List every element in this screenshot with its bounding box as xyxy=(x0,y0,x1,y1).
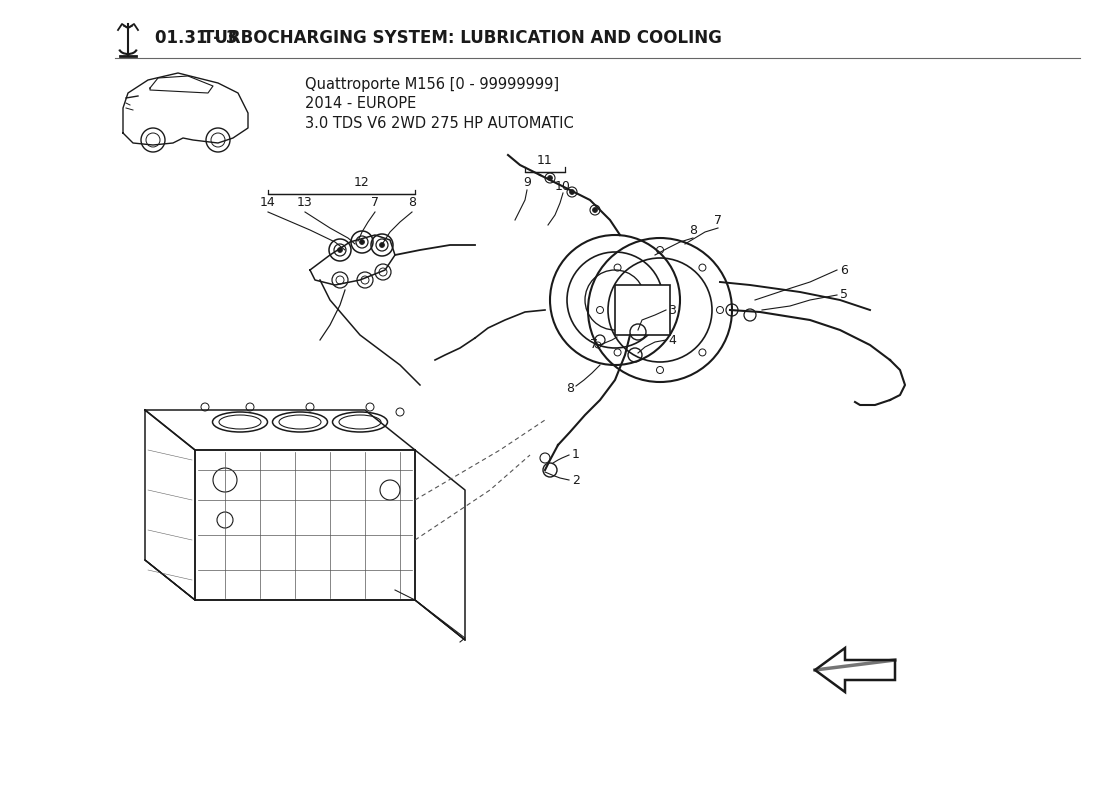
Text: 8: 8 xyxy=(689,223,697,237)
Text: 3: 3 xyxy=(668,303,675,317)
Text: 3.0 TDS V6 2WD 275 HP AUTOMATIC: 3.0 TDS V6 2WD 275 HP AUTOMATIC xyxy=(305,115,574,130)
Text: 9: 9 xyxy=(524,175,531,189)
Text: 2: 2 xyxy=(572,474,580,486)
Text: 12: 12 xyxy=(354,175,370,189)
Text: 6: 6 xyxy=(840,263,848,277)
Text: 13: 13 xyxy=(297,197,312,210)
Circle shape xyxy=(338,247,342,253)
Text: 7: 7 xyxy=(590,338,598,351)
Circle shape xyxy=(593,207,597,213)
Text: Quattroporte M156 [0 - 99999999]: Quattroporte M156 [0 - 99999999] xyxy=(305,78,559,93)
Text: 2014 - EUROPE: 2014 - EUROPE xyxy=(305,97,416,111)
Text: 14: 14 xyxy=(260,197,276,210)
Text: 1: 1 xyxy=(572,449,580,462)
Text: 7: 7 xyxy=(714,214,722,226)
Circle shape xyxy=(379,242,385,247)
Text: 4: 4 xyxy=(668,334,675,346)
Text: 10: 10 xyxy=(556,179,571,193)
Text: 8: 8 xyxy=(408,197,416,210)
Circle shape xyxy=(548,175,552,181)
Circle shape xyxy=(570,190,574,194)
Text: 8: 8 xyxy=(566,382,574,394)
Text: TURBOCHARGING SYSTEM: LUBRICATION AND COOLING: TURBOCHARGING SYSTEM: LUBRICATION AND CO… xyxy=(204,29,722,47)
Text: 5: 5 xyxy=(840,289,848,302)
Circle shape xyxy=(360,239,364,245)
Text: 01.31 - 3: 01.31 - 3 xyxy=(155,29,243,47)
Text: 11: 11 xyxy=(537,154,553,166)
Text: 7: 7 xyxy=(371,197,380,210)
FancyBboxPatch shape xyxy=(615,285,670,335)
